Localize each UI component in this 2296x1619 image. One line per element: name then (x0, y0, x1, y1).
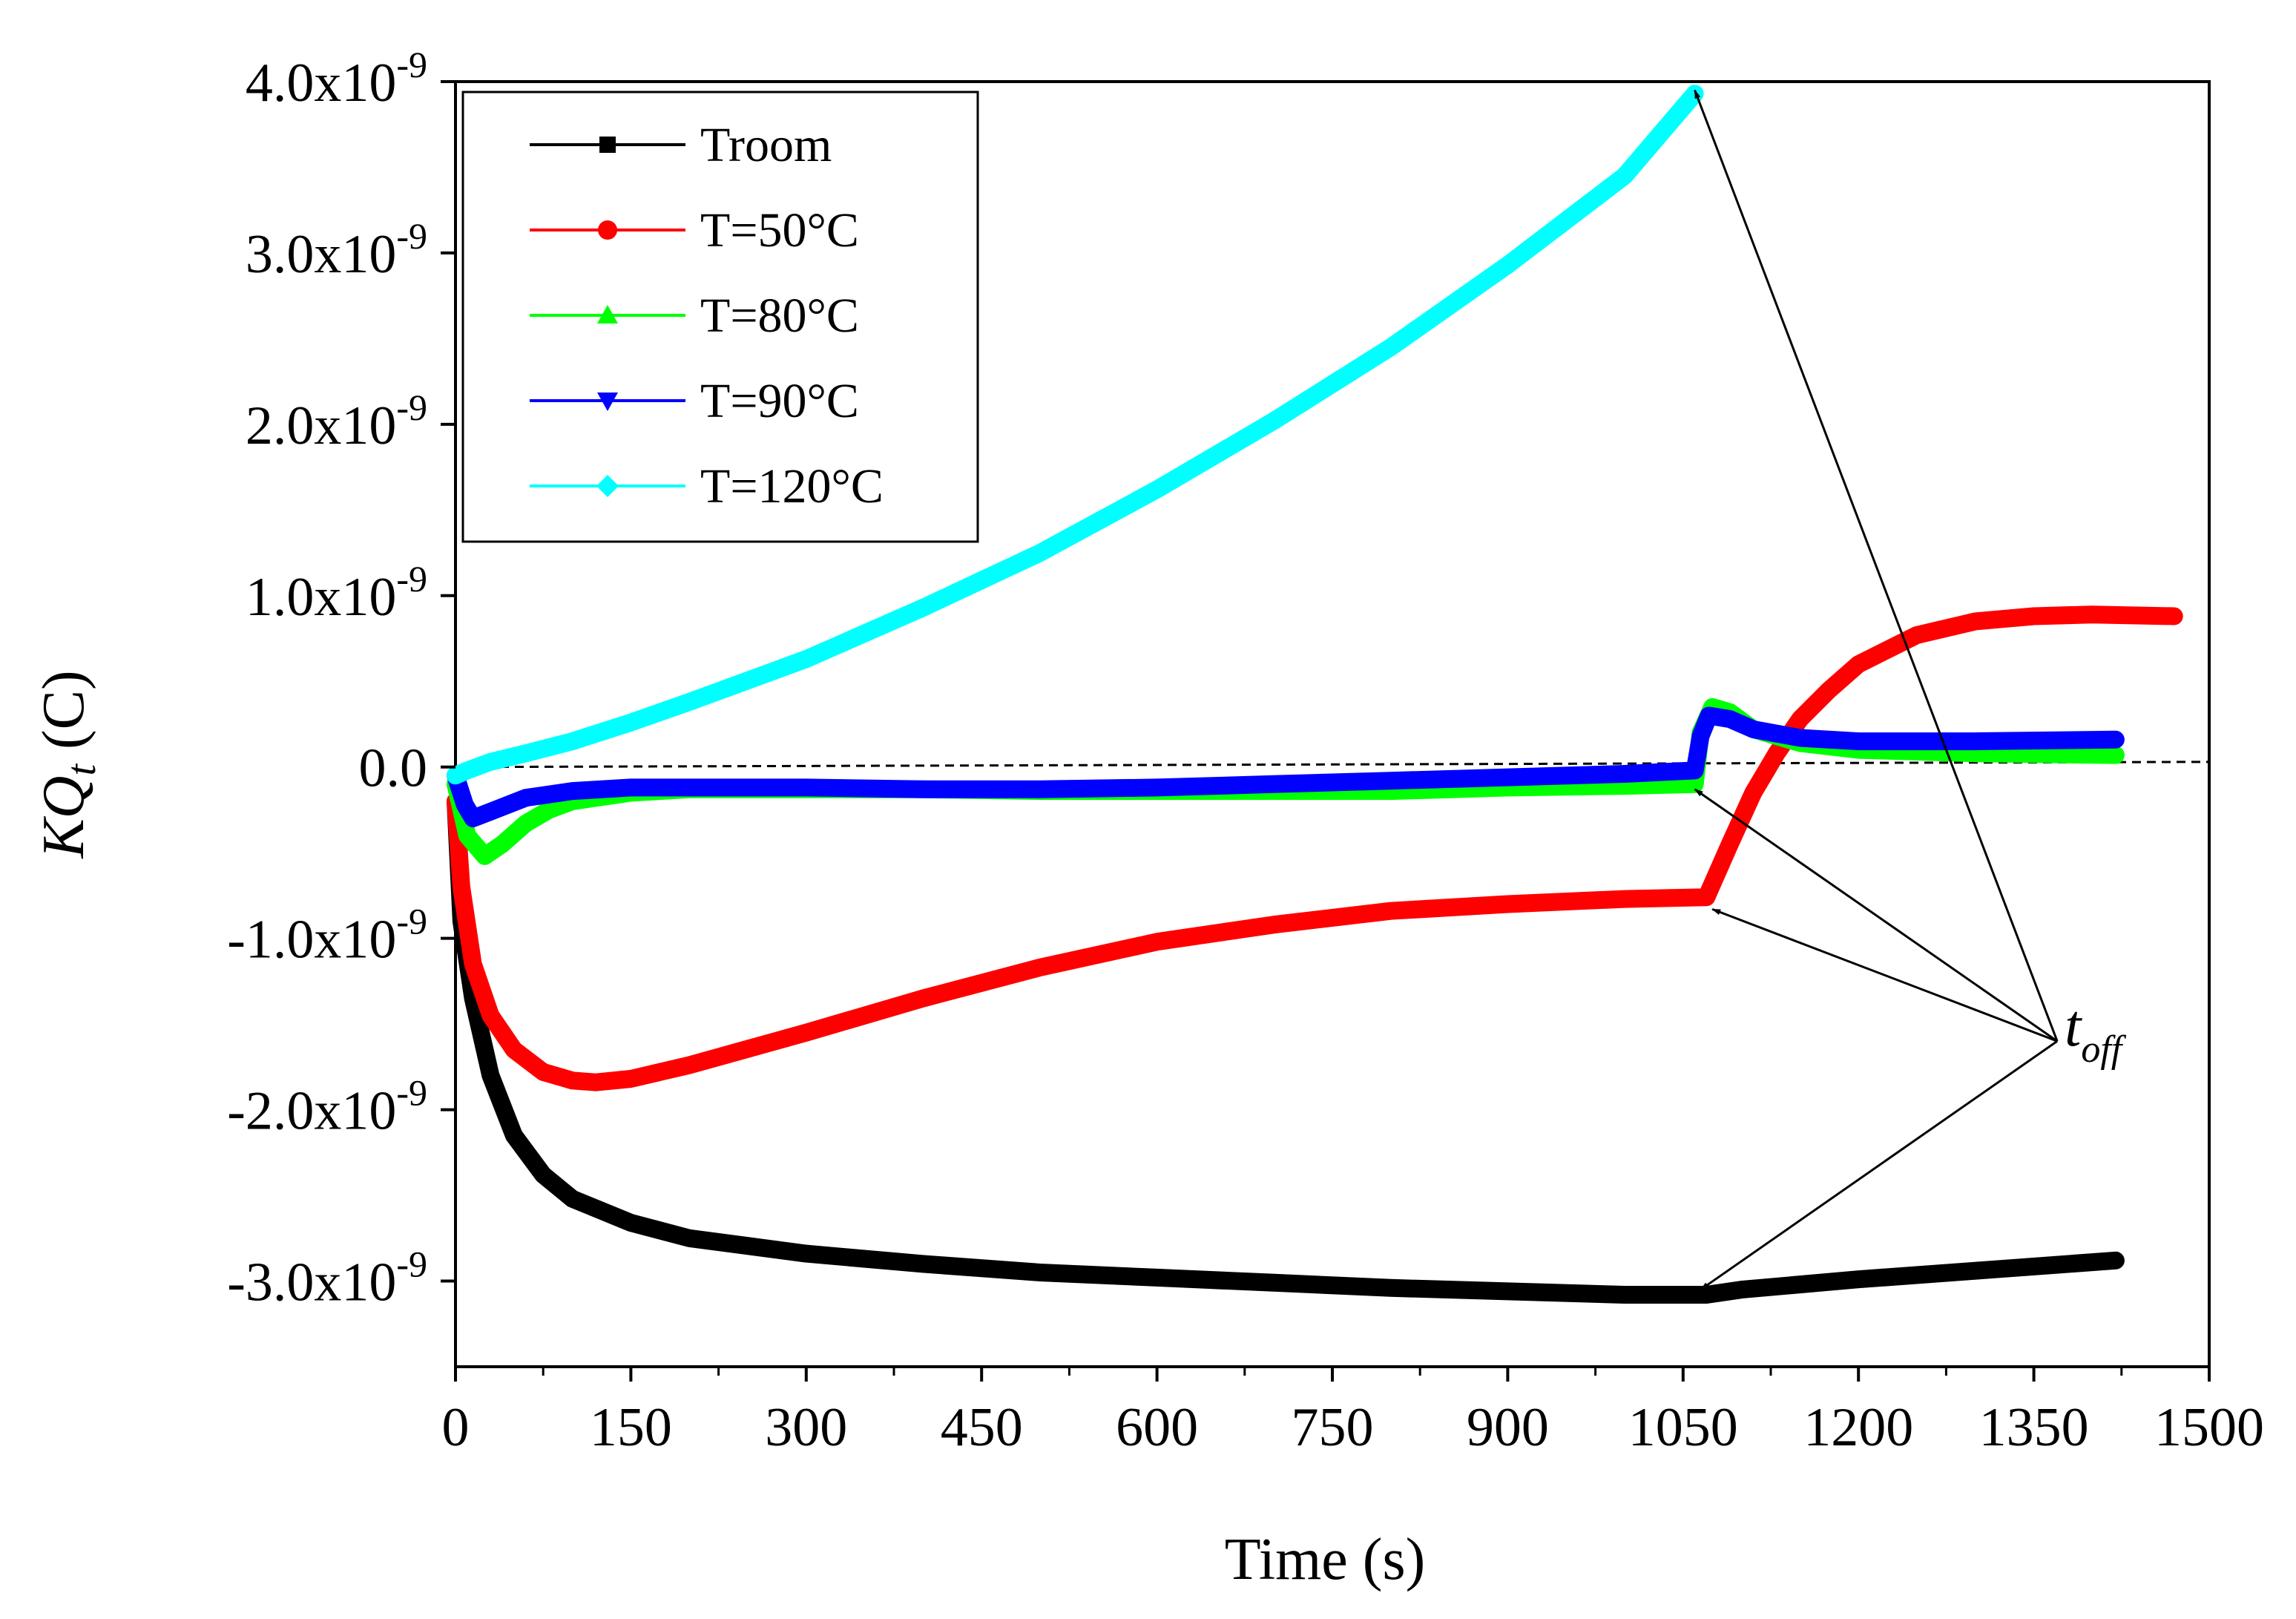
legend-marker-square (599, 137, 616, 153)
y-axis-title: KQt (C) (31, 670, 105, 858)
y-tick-label: 3.0x10-9 (246, 215, 427, 285)
y-tick-label: 1.0x10-9 (246, 558, 427, 628)
x-tick-label: 750 (1292, 1397, 1374, 1458)
y-tick-label: 0.0 (359, 738, 428, 799)
toff-label: toff (2065, 994, 2127, 1071)
legend-marker-circle (598, 220, 617, 240)
toff-arrow (1711, 908, 2058, 1042)
toff-arrow (1700, 1040, 2058, 1291)
x-tick-label: 300 (765, 1397, 847, 1458)
x-tick-label: 1200 (1803, 1397, 1913, 1458)
series-line-0 (447, 792, 2125, 1304)
legend-entry-0: Troom (530, 118, 832, 172)
legend-entry-3: T=90°C (530, 374, 859, 428)
series-line-1 (447, 605, 2183, 1091)
toff-arrow (1694, 89, 2059, 1042)
series-layer (447, 85, 2183, 1304)
y-tick-label: -2.0x10-9 (227, 1072, 427, 1142)
x-tick-label: 150 (590, 1397, 672, 1458)
legend-label: Troom (700, 118, 832, 172)
x-axis-title: Time (s) (1225, 1527, 1425, 1592)
legend-label: T=50°C (700, 203, 859, 257)
x-tick-label: 900 (1467, 1397, 1549, 1458)
legend-marker-diamond (596, 475, 619, 497)
x-axis-ticks: 0 150 300 450 600 750 900 1050 1200 1350 1500 (442, 1367, 2264, 1458)
toff-arrow (1694, 788, 2058, 1042)
y-tick-label: 2.0x10-9 (246, 387, 427, 456)
series-line-4 (447, 85, 1704, 785)
x-tick-label: 1500 (2154, 1397, 2264, 1458)
zero-dashed-line (455, 761, 2210, 769)
series-4 (447, 85, 1704, 785)
legend-entry-1: T=50°C (530, 203, 859, 257)
series-line-3 (447, 706, 2125, 827)
legend-marker-triangle-up (597, 305, 618, 324)
zero-reference-line (455, 761, 2210, 769)
legend-label: T=80°C (700, 289, 859, 343)
legend-label: T=120°C (700, 459, 884, 513)
y-tick-label: -3.0x10-9 (227, 1244, 427, 1313)
legend-entry-2: T=80°C (530, 289, 859, 343)
legend-marker-triangle-down (597, 393, 618, 411)
x-tick-label: 600 (1116, 1397, 1198, 1458)
toff-annotation: toff (1694, 89, 2127, 1291)
series-1 (447, 605, 2183, 1091)
series-0 (447, 792, 2125, 1304)
x-tick-label: 1350 (1979, 1397, 2089, 1458)
y-tick-label: -1.0x10-9 (227, 901, 427, 971)
y-axis-ticks: 4.0x10-9 3.0x10-9 2.0x10-9 1.0x10-9 0.0 -1.0x… (227, 44, 455, 1313)
x-tick-label: 0 (442, 1397, 470, 1458)
series-3 (447, 706, 2125, 827)
x-tick-label: 1050 (1628, 1397, 1738, 1458)
legend: Troom T=50°C T=80°C T=90°C T=120°C (461, 91, 979, 543)
legend-label: T=90°C (700, 374, 859, 428)
y-tick-label: 4.0x10-9 (246, 44, 427, 114)
legend-entry-4: T=120°C (530, 459, 884, 513)
x-tick-label: 450 (941, 1397, 1023, 1458)
